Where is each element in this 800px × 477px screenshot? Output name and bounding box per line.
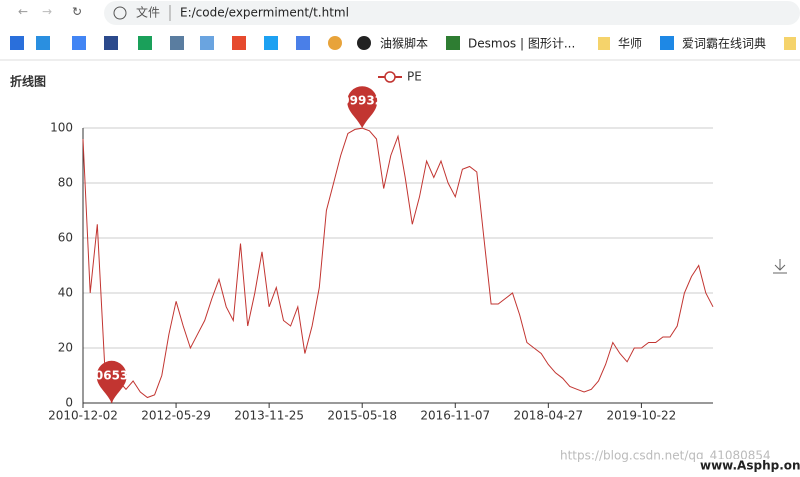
y-tick-label: 80 <box>58 176 73 190</box>
y-tick-label: 100 <box>50 121 73 135</box>
plot: 0 20 40 60 80 100 2010-12-02 2012-05-29 2013-11-… <box>48 70 714 423</box>
watermark-bg <box>696 459 800 473</box>
address-bar[interactable] <box>104 1 800 25</box>
bookmark[interactable]: 油猴脚本 <box>380 36 428 51</box>
x-tick-label: 2012-05-29 <box>141 409 211 423</box>
watermark: www.Asphp.online <box>700 459 800 473</box>
y-tick-label: 60 <box>58 231 73 245</box>
download-icon[interactable] <box>773 259 787 274</box>
x-tick-label: 2018-04-27 <box>513 409 583 423</box>
bookmark[interactable]: Desmos | 图形计... <box>468 37 575 51</box>
mark-pin-label: 006536 <box>87 368 137 382</box>
line <box>82 127 714 403</box>
legend-label: PE <box>407 70 422 84</box>
info-icon <box>113 6 127 20</box>
x-tick-label: 2015-05-18 <box>327 409 397 423</box>
y-tick-label: 20 <box>58 341 73 355</box>
legend-marker <box>384 71 396 83</box>
mark-pin <box>347 86 378 129</box>
mark-pin <box>96 360 127 403</box>
forward-button[interactable]: → <box>42 5 52 19</box>
scheme-label: 文件 <box>136 5 160 20</box>
y-tick-label: 0 <box>65 396 73 410</box>
bookmark[interactable]: 爱词霸在线词典 <box>682 37 766 51</box>
bookmark[interactable]: 华师 <box>618 37 642 51</box>
bookmark-icons <box>10 36 796 50</box>
x-tick-label: 2016-11-07 <box>420 409 490 423</box>
address: E:/code/expermiment/t.html <box>180 6 349 20</box>
back-button[interactable]: ← <box>18 5 28 19</box>
x-tick-label: 2019-10-22 <box>607 409 677 423</box>
chart-title: 折线图 <box>10 74 46 89</box>
y-tick-label: 40 <box>58 286 73 300</box>
x-tick-label: 2013-11-25 <box>234 409 304 423</box>
x-tick-label: 2010-12-02 <box>48 409 118 423</box>
mark-pin-label: 99932 <box>341 94 383 108</box>
reload-button[interactable]: ↻ <box>72 5 82 19</box>
